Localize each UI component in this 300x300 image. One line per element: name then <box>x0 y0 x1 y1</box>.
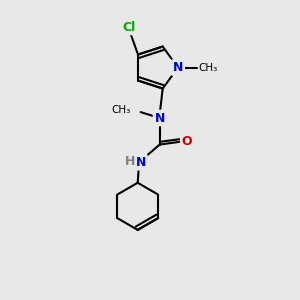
Text: Cl: Cl <box>123 21 136 34</box>
Text: H: H <box>124 155 135 168</box>
Text: CH₃: CH₃ <box>111 105 130 115</box>
Text: O: O <box>182 135 193 148</box>
Text: CH₃: CH₃ <box>199 63 218 73</box>
Text: N: N <box>154 112 165 124</box>
Text: N: N <box>135 156 146 169</box>
Text: N: N <box>173 61 183 74</box>
